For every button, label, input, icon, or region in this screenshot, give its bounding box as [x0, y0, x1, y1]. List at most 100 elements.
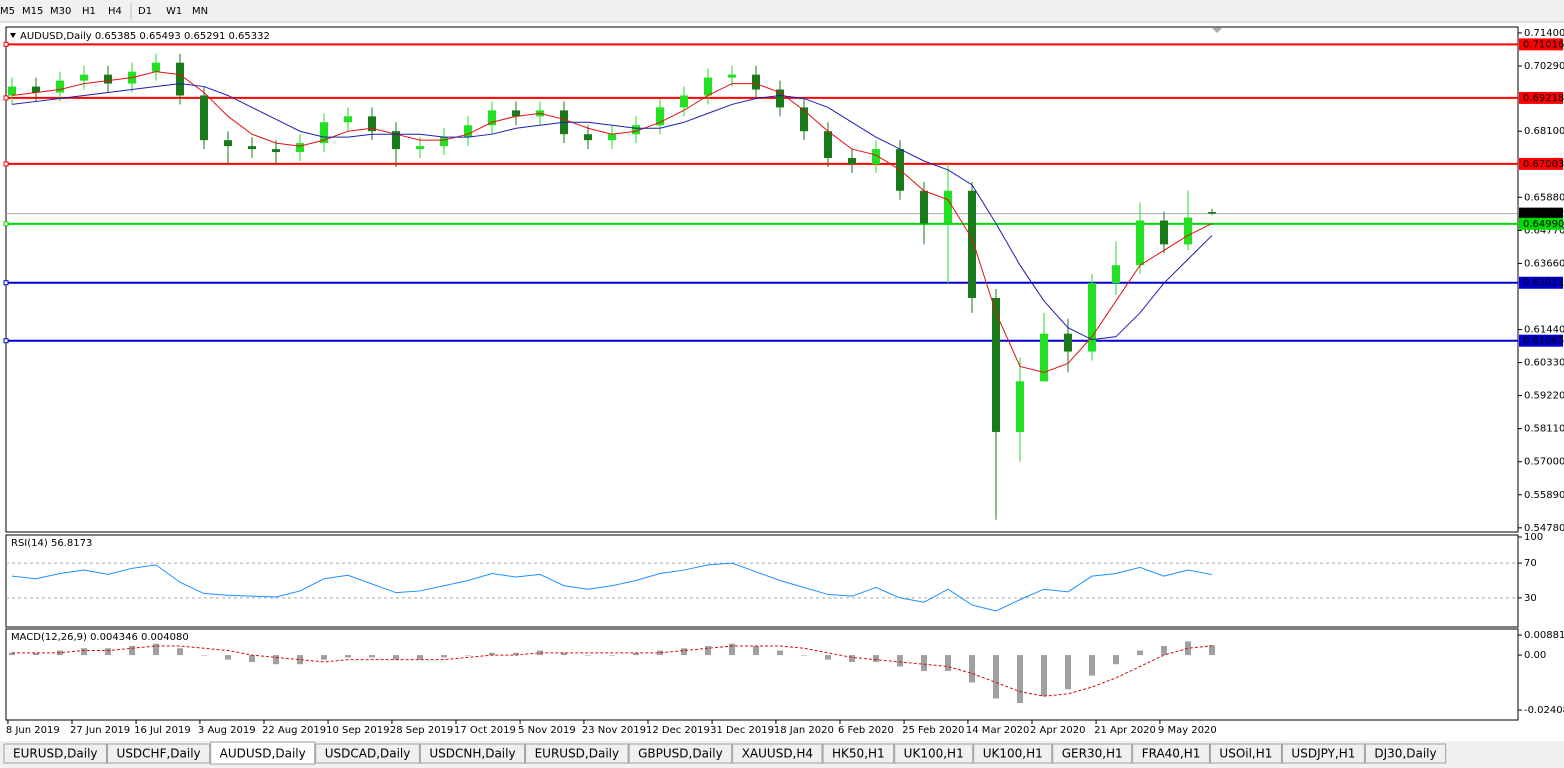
tab-label[interactable]: UK100,H1 [904, 747, 964, 761]
tab-label[interactable]: USDCAD,Daily [325, 747, 411, 761]
tab-label[interactable]: EURUSD,Daily [535, 747, 620, 761]
macd-bar [1185, 641, 1191, 656]
tab[interactable]: FRA40,H1 [1132, 743, 1210, 764]
y-tick-label: 0.65880 [1524, 192, 1564, 203]
macd-bar [369, 655, 375, 658]
tab-background [1052, 743, 1133, 764]
tab-label[interactable]: FRA40,H1 [1142, 747, 1201, 761]
timeframe-button[interactable]: H4 [108, 6, 122, 17]
tab[interactable]: EURUSD,Daily [525, 743, 629, 764]
macd-title: MACD(12,26,9) 0.004346 0.004080 [11, 632, 189, 643]
tab[interactable]: UK100,H1 [973, 743, 1053, 764]
macd-bar [441, 655, 447, 658]
macd-bar [513, 652, 519, 656]
tab-label[interactable]: USDCHF,Daily [117, 747, 201, 761]
macd-bar [201, 655, 207, 656]
candle-body [968, 190, 976, 298]
x-tick-label: 28 Sep 2019 [390, 725, 453, 736]
candle-body [728, 74, 736, 78]
level-label-box [1519, 157, 1563, 170]
tab[interactable]: XAUUSD,H4 [732, 743, 823, 764]
tab[interactable]: USDCHF,Daily [107, 743, 211, 764]
tab-label[interactable]: EURUSD,Daily [13, 747, 98, 761]
candle-body [464, 125, 472, 138]
tab[interactable]: USDJPY,H1 [1281, 743, 1365, 764]
candle-body [752, 74, 760, 90]
chart-title: AUDUSD,Daily 0.65385 0.65493 0.65291 0.6… [20, 31, 270, 42]
tab-label[interactable]: HK50,H1 [832, 747, 885, 761]
tab-label[interactable]: AUDUSD,Daily [220, 747, 306, 761]
macd-bar [33, 652, 39, 656]
x-tick-label: 3 Aug 2019 [198, 725, 256, 736]
x-tick-label: 14 Mar 2020 [966, 725, 1029, 736]
tab-label[interactable]: DJ30,Daily [1374, 747, 1436, 761]
timeframe-button[interactable]: MN [192, 6, 208, 17]
level-label: 0.67003 [1523, 159, 1564, 170]
tab-background [1281, 743, 1365, 764]
macd-bar [225, 655, 231, 660]
candle-body [488, 110, 496, 126]
macd-bar [417, 655, 423, 660]
tab[interactable]: EURUSD,Daily [3, 743, 108, 764]
moving-average [11, 71, 1213, 373]
macd-bar [1113, 655, 1119, 665]
y-tick-label: 0.54780 [1524, 523, 1564, 534]
tab[interactable]: HK50,H1 [822, 743, 895, 764]
timeframe-button[interactable]: D1 [138, 6, 152, 17]
tab-label[interactable]: GBPUSD,Daily [638, 747, 723, 761]
timeframe-button[interactable]: H1 [82, 6, 96, 17]
tab-background [3, 743, 108, 764]
tab-background [1364, 743, 1447, 764]
tab[interactable]: USDCAD,Daily [315, 743, 420, 764]
candle-body [272, 149, 280, 153]
level-handle [3, 95, 9, 101]
tab[interactable]: GER30,H1 [1052, 743, 1133, 764]
tab-background [973, 743, 1053, 764]
tab-background [210, 741, 316, 765]
tab[interactable]: AUDUSD,Daily [210, 741, 316, 765]
macd-panel [5, 628, 1519, 721]
x-tick-label: 9 May 2020 [1158, 725, 1217, 736]
tab[interactable]: UK100,H1 [894, 743, 974, 764]
tab-label[interactable]: USDCNH,Daily [429, 747, 515, 761]
macd-bar [1089, 655, 1095, 676]
candle-body [872, 149, 880, 164]
timeframe-button[interactable]: M30 [50, 6, 71, 17]
macd-bar [81, 648, 87, 656]
macd-bar [105, 648, 111, 656]
x-tick-label: 31 Dec 2019 [710, 725, 774, 736]
macd-bar [801, 655, 807, 656]
candle-body [512, 110, 520, 117]
level-label: 0.71016 [1523, 39, 1564, 50]
tab-label[interactable]: GER30,H1 [1062, 747, 1123, 761]
moving-average [11, 83, 1213, 341]
macd-bar [873, 655, 879, 662]
level-label-box [1519, 276, 1563, 289]
tab-label[interactable]: USDJPY,H1 [1291, 747, 1355, 761]
timeframe-button[interactable]: M15 [22, 6, 43, 17]
title-arrow [10, 33, 16, 38]
tab-label[interactable]: XAUUSD,H4 [742, 747, 813, 761]
y-tick-label: 30 [1524, 593, 1537, 604]
tab[interactable]: USDCNH,Daily [419, 743, 526, 764]
macd-bar [297, 655, 303, 665]
y-tick-label: 0.61440 [1524, 325, 1564, 336]
candle-body [1064, 333, 1072, 352]
tab[interactable]: GBPUSD,Daily [628, 743, 733, 764]
timeframe-button[interactable]: M5 [0, 6, 15, 17]
tab-label[interactable]: UK100,H1 [983, 747, 1043, 761]
candle-body [1016, 381, 1024, 432]
x-tick-label: 2 Apr 2020 [1030, 725, 1085, 736]
macd-bar [1137, 650, 1143, 656]
macd-bar [489, 652, 495, 656]
timeframe-button[interactable]: W1 [166, 6, 182, 17]
macd-bar [537, 650, 543, 656]
tab-label[interactable]: USOil,H1 [1219, 747, 1272, 761]
macd-bar [897, 655, 903, 667]
y-tick-label: 0.63660 [1524, 258, 1564, 269]
macd-bar [993, 655, 999, 699]
tab[interactable]: USOil,H1 [1209, 743, 1282, 764]
rsi-title: RSI(14) 56.8173 [11, 538, 92, 549]
tab[interactable]: DJ30,Daily [1364, 743, 1447, 764]
level-label: 0.63011 [1523, 278, 1564, 289]
